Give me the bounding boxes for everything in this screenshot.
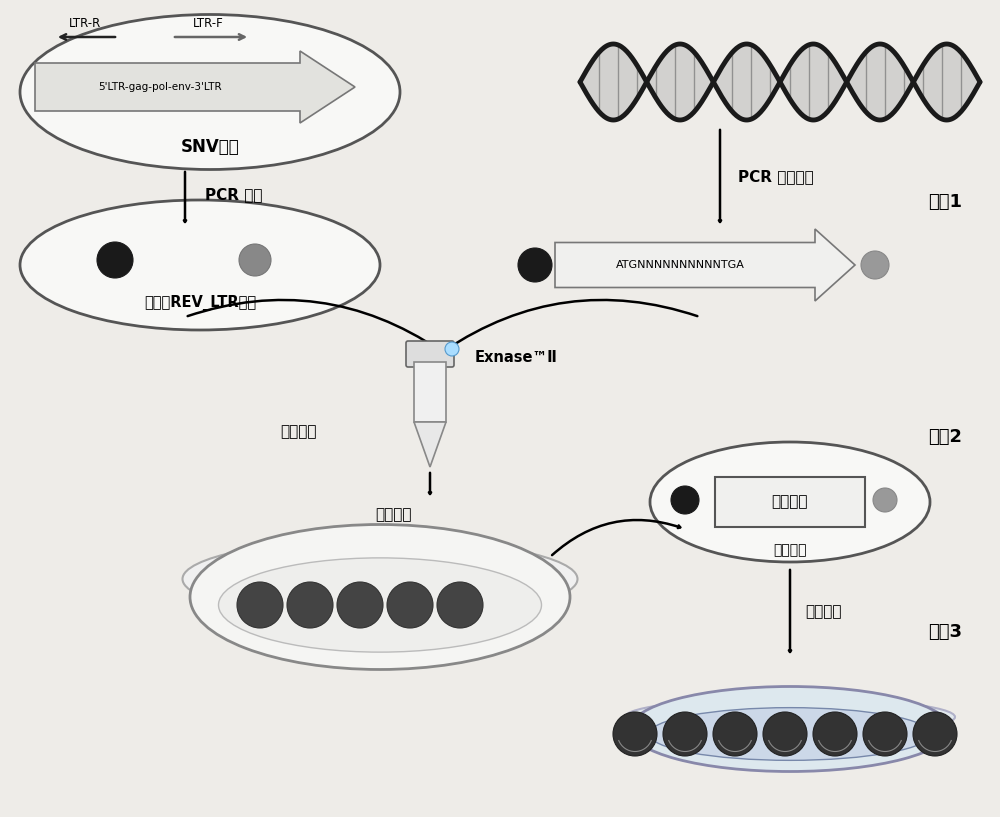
Text: 转化细菌: 转化细菌 bbox=[375, 507, 412, 523]
Polygon shape bbox=[35, 51, 355, 123]
Text: 体外重组: 体外重组 bbox=[280, 425, 316, 440]
Circle shape bbox=[713, 712, 757, 756]
Text: PCR 扩增: PCR 扩增 bbox=[205, 187, 262, 203]
Circle shape bbox=[387, 582, 433, 628]
Text: 外源基因: 外源基因 bbox=[772, 494, 808, 510]
Text: 步骤1: 步骤1 bbox=[928, 193, 962, 211]
Circle shape bbox=[913, 712, 957, 756]
Circle shape bbox=[671, 486, 699, 514]
Ellipse shape bbox=[650, 442, 930, 562]
Text: SNV质粒: SNV质粒 bbox=[181, 138, 239, 156]
Circle shape bbox=[863, 712, 907, 756]
Text: 5'LTR-gag-pol-env-3'LTR: 5'LTR-gag-pol-env-3'LTR bbox=[98, 82, 222, 92]
Ellipse shape bbox=[182, 539, 578, 618]
Circle shape bbox=[437, 582, 483, 628]
Polygon shape bbox=[414, 422, 446, 467]
Text: ATGNNNNNNNNNNTGA: ATGNNNNNNNNNNTGA bbox=[616, 260, 744, 270]
Text: 步骤3: 步骤3 bbox=[928, 623, 962, 641]
Bar bbox=[414, 362, 446, 422]
Polygon shape bbox=[555, 229, 855, 301]
Text: 转染细胞: 转染细胞 bbox=[805, 605, 842, 619]
Circle shape bbox=[445, 342, 459, 356]
Circle shape bbox=[287, 582, 333, 628]
Circle shape bbox=[873, 488, 897, 512]
Circle shape bbox=[337, 582, 383, 628]
Text: 线性化REV_LTR载体: 线性化REV_LTR载体 bbox=[144, 295, 256, 311]
Text: LTR-F: LTR-F bbox=[193, 17, 223, 30]
Ellipse shape bbox=[190, 525, 570, 669]
Circle shape bbox=[613, 712, 657, 756]
Text: PCR 外源基因: PCR 外源基因 bbox=[738, 169, 814, 185]
Ellipse shape bbox=[218, 558, 542, 652]
Text: LTR-R: LTR-R bbox=[69, 17, 101, 30]
Circle shape bbox=[518, 248, 552, 282]
Circle shape bbox=[239, 244, 271, 276]
Ellipse shape bbox=[625, 698, 955, 736]
Circle shape bbox=[763, 712, 807, 756]
Ellipse shape bbox=[630, 686, 950, 771]
FancyBboxPatch shape bbox=[406, 341, 454, 367]
Text: Exnase™Ⅱ: Exnase™Ⅱ bbox=[475, 350, 558, 364]
Circle shape bbox=[97, 242, 133, 278]
Circle shape bbox=[813, 712, 857, 756]
Circle shape bbox=[663, 712, 707, 756]
Ellipse shape bbox=[20, 200, 380, 330]
Text: 步骤2: 步骤2 bbox=[928, 428, 962, 446]
Ellipse shape bbox=[649, 708, 931, 761]
FancyBboxPatch shape bbox=[715, 477, 865, 527]
Text: 重组载体: 重组载体 bbox=[773, 543, 807, 557]
Circle shape bbox=[237, 582, 283, 628]
Ellipse shape bbox=[20, 15, 400, 169]
Circle shape bbox=[861, 251, 889, 279]
